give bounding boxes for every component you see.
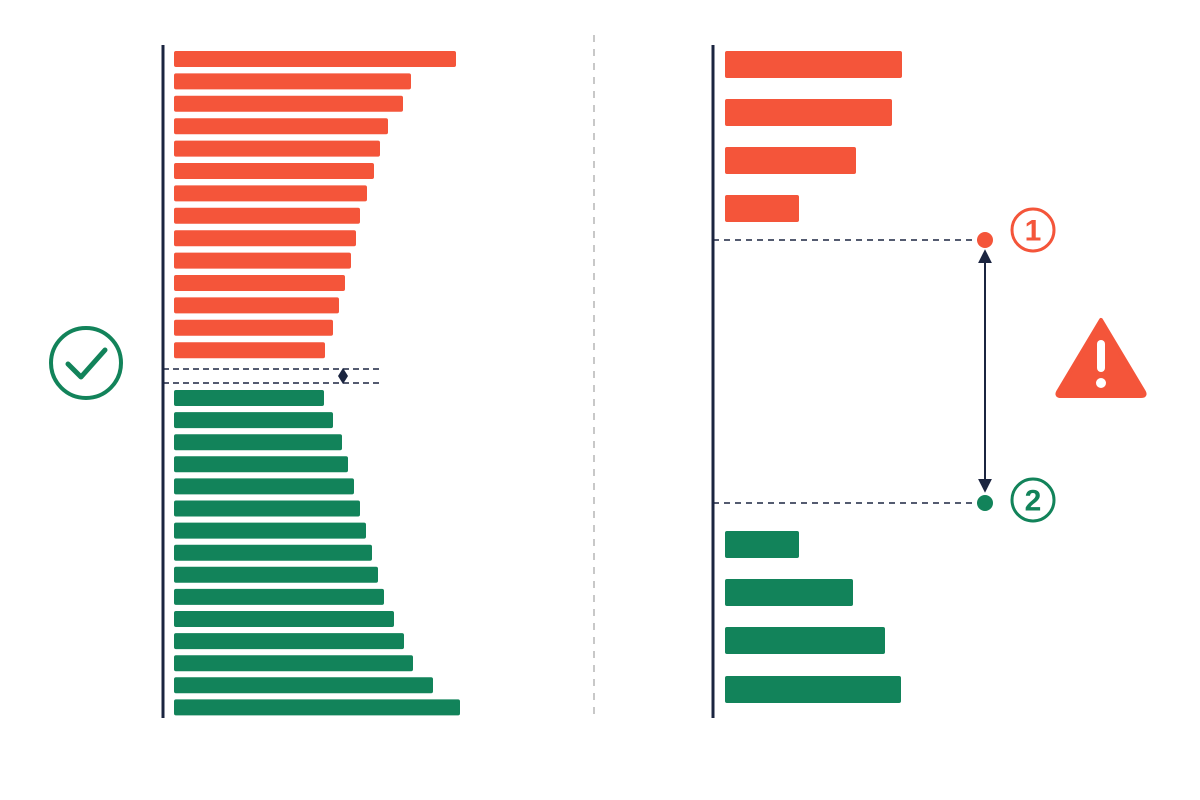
marker-label: 2 <box>1025 485 1042 518</box>
bid-bar <box>725 676 901 703</box>
ask-bar <box>725 195 799 222</box>
bid-bar <box>174 611 394 627</box>
check-icon <box>49 326 123 400</box>
ask-bar <box>174 275 345 291</box>
ask-bar <box>174 163 374 179</box>
bid-bar <box>174 522 366 539</box>
ask-dot <box>977 232 993 248</box>
bid-bar <box>725 627 885 654</box>
bid-bar <box>174 566 378 583</box>
ask-bar <box>174 73 411 90</box>
bid-bar <box>174 390 324 406</box>
ask-bar <box>174 51 456 67</box>
check-mark <box>65 347 108 380</box>
bid-bar <box>725 531 799 558</box>
ask-bar <box>725 99 892 126</box>
bid-bar <box>174 500 360 517</box>
ask-bar <box>174 252 351 269</box>
bid-bar <box>174 699 460 716</box>
bid-bar <box>174 434 342 451</box>
ask-bar <box>174 185 367 202</box>
bid-bar <box>174 412 333 429</box>
bid-bar <box>725 579 853 606</box>
warning-mark <box>1097 340 1105 372</box>
ask-bar <box>174 342 325 359</box>
ask-bar <box>174 118 388 135</box>
ask-bar <box>725 51 902 78</box>
ask-bar <box>174 297 339 314</box>
marker-label: 1 <box>1025 215 1042 248</box>
ask-bar <box>174 319 333 336</box>
ask-bar <box>174 230 356 247</box>
ask-bar <box>174 95 403 112</box>
ask-bar <box>725 147 856 174</box>
ask-bar <box>174 207 360 224</box>
warning-mark <box>1096 378 1106 388</box>
balanced-book <box>174 51 460 716</box>
ask-bar <box>174 140 380 157</box>
bid-bar <box>174 655 413 672</box>
bid-bar <box>174 456 348 473</box>
bid-bar <box>174 478 354 495</box>
bid-dot <box>977 495 993 511</box>
marker-circle <box>1010 207 1056 253</box>
gapped-book <box>725 51 902 703</box>
bid-bar <box>174 677 433 694</box>
spread-arrow <box>338 368 348 384</box>
bid-bar <box>174 633 404 650</box>
bid-bar <box>174 588 384 605</box>
marker-circle <box>1010 477 1056 523</box>
bid-bar <box>174 544 372 561</box>
